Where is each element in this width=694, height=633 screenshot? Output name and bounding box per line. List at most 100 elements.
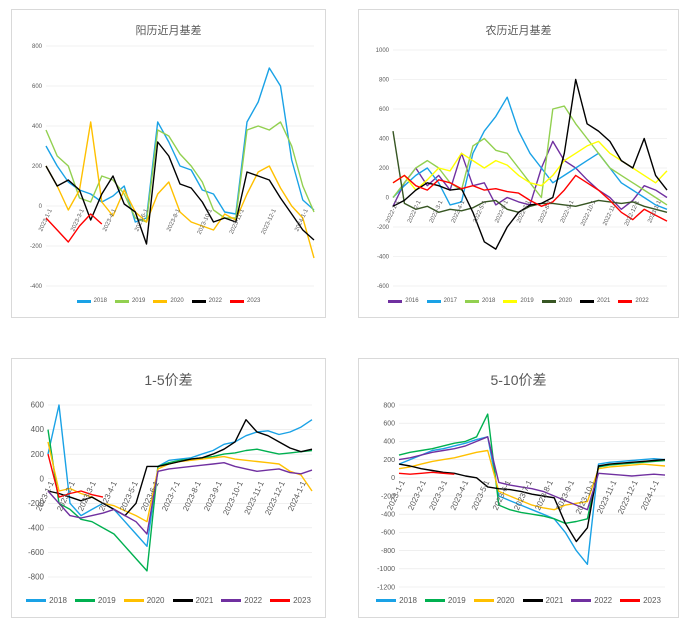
x-tick-label: 2023-9-1 (554, 478, 576, 511)
x-tick-label: 2023-8-1 (166, 208, 182, 233)
chart-panel-1-5-spread: 1-5价差 600 400 200 0 -200 -400 -600 -800 2023-1-1… (11, 358, 326, 618)
series-line-2018 (398, 436, 666, 565)
chart-panel-lunar-near-month-basis: 农历近月基差 1000 800 600 400 200 0 -200 -400 -600 2022… (358, 9, 679, 318)
series-line-2023 (398, 471, 455, 475)
series-line-2018 (392, 105, 668, 206)
series-line-2016 (392, 140, 668, 210)
y-tick-label: 0 (40, 474, 45, 483)
legend-swatch (618, 299, 633, 303)
legend-swatch (221, 599, 242, 602)
y-tick-label: 400 (32, 124, 43, 130)
x-tick-label: 2022-1-1 (385, 199, 401, 224)
legend-entry-2022: 2022 (571, 596, 612, 605)
legend-swatch (76, 299, 91, 303)
y-tick-label: -400 (377, 255, 390, 261)
legend-label: 2022 (208, 298, 223, 304)
y-tick-label: 800 (383, 402, 395, 409)
x-tick-label: 2022-11-1 (602, 199, 619, 227)
legend-swatch (464, 299, 479, 303)
series-line-2022 (45, 141, 315, 245)
x-tick-label: 2023-5-1 (118, 479, 140, 512)
y-tick-label: -200 (377, 225, 390, 231)
legend-swatch (571, 599, 592, 602)
series-line-2021 (398, 458, 666, 543)
chart-panel-solar-near-month-basis: 阳历近月基差 800 600 400 200 0 -200 -400 2023-1-1 2023… (11, 9, 326, 318)
legend-entry-2018: 2018 (376, 596, 417, 605)
legend-entry-2021: 2021 (172, 596, 214, 605)
y-tick-label: 800 (379, 78, 390, 84)
series-line-2019 (398, 413, 666, 524)
x-tick-label: 2023-11-1 (242, 479, 266, 516)
legend-entry-2019: 2019 (424, 596, 466, 605)
y-tick-label: 600 (32, 84, 43, 90)
series-line-2019 (47, 429, 313, 572)
legend-entry-2019: 2019 (114, 298, 145, 304)
legend-entry-2022: 2022 (618, 298, 649, 304)
legend-entry-2020: 2020 (473, 596, 515, 605)
legend-label: 2020 (496, 596, 515, 605)
y-tick-label: 0 (386, 196, 390, 202)
chart-legend: 2018 2019 2020 2022 2023 (12, 298, 325, 304)
legend-entry-2016: 2016 (388, 298, 419, 304)
y-tick-label: 200 (379, 166, 390, 172)
x-tick-label: 2022-9-1 (560, 199, 576, 224)
legend-entry-2021: 2021 (522, 596, 563, 605)
legend-swatch (172, 599, 193, 602)
legend-swatch (424, 599, 445, 602)
series-line-2018 (45, 67, 315, 223)
legend-entry-2023: 2023 (270, 596, 311, 605)
series-line-2021 (47, 419, 313, 517)
legend-swatch (230, 299, 245, 303)
x-tick-label: 2022-5-1 (473, 199, 489, 224)
legend-entry-2022: 2022 (221, 596, 262, 605)
legend-swatch (473, 599, 494, 602)
y-tick-label: -800 (381, 548, 395, 555)
chart-title: 1-5价差 (144, 372, 193, 388)
chart-legend: 2016 2017 2018 2019 2020 2021 2022 (359, 298, 678, 304)
x-tick-label: 2023-10-1 (221, 479, 245, 516)
x-tick-label: 2023-4-1 (449, 478, 471, 511)
x-tick-label: 2022-4-1 (451, 199, 467, 224)
chart-plot: 1000 800 600 400 200 0 -200 -400 -600 2022-1-1 202… (376, 48, 668, 290)
legend-label: 2022 (635, 298, 649, 304)
legend-entry-2019: 2019 (503, 298, 534, 304)
x-tick-label: 2023-7-1 (160, 479, 182, 512)
legend-swatch (503, 299, 518, 303)
chart-title: 阳历近月基差 (135, 25, 202, 37)
legend-swatch (26, 599, 47, 602)
x-tick-label: 2023-8-1 (181, 479, 203, 512)
legend-swatch (123, 599, 144, 602)
legend-swatch (191, 299, 206, 303)
legend-label: 2021 (195, 596, 214, 605)
x-tick-label: 2023-4-1 (102, 208, 118, 233)
legend-swatch (426, 299, 441, 303)
series-line-2017 (392, 96, 668, 210)
legend-entry-2017: 2017 (426, 298, 457, 304)
legend-label: 2020 (170, 298, 184, 304)
x-tick-label: 2023-12-1 (616, 478, 640, 515)
legend-label: 2019 (447, 596, 466, 605)
chart-plot: 800 600 400 200 0 -200 -400 -600 -800 -1000 -1200 2… (377, 402, 666, 591)
legend-entry-2020: 2020 (123, 596, 165, 605)
chart-title: 农历近月基差 (485, 25, 552, 37)
x-tick-label: 2023-10-1 (197, 208, 214, 236)
legend-label: 2021 (597, 298, 611, 304)
y-tick-label: -1200 (377, 584, 395, 591)
y-tick-label: 400 (31, 425, 45, 434)
legend-swatch (114, 299, 129, 303)
legend-label: 2016 (405, 298, 419, 304)
y-tick-label: 0 (391, 475, 395, 482)
y-tick-label: -400 (381, 512, 395, 519)
legend-label: 2017 (443, 298, 457, 304)
legend-entry-2020: 2020 (153, 298, 184, 304)
legend-swatch (541, 299, 556, 303)
y-tick-label: 1000 (376, 48, 390, 54)
series-line-2020 (392, 130, 668, 213)
x-tick-label: 2023-1-1 (38, 208, 54, 233)
legend-label: 2022 (244, 596, 263, 605)
y-tick-label: 600 (379, 107, 390, 113)
x-tick-label: 2024-1-1 (286, 479, 308, 512)
legend-swatch (376, 599, 397, 602)
x-tick-label: 2023-3-1 (427, 478, 449, 511)
